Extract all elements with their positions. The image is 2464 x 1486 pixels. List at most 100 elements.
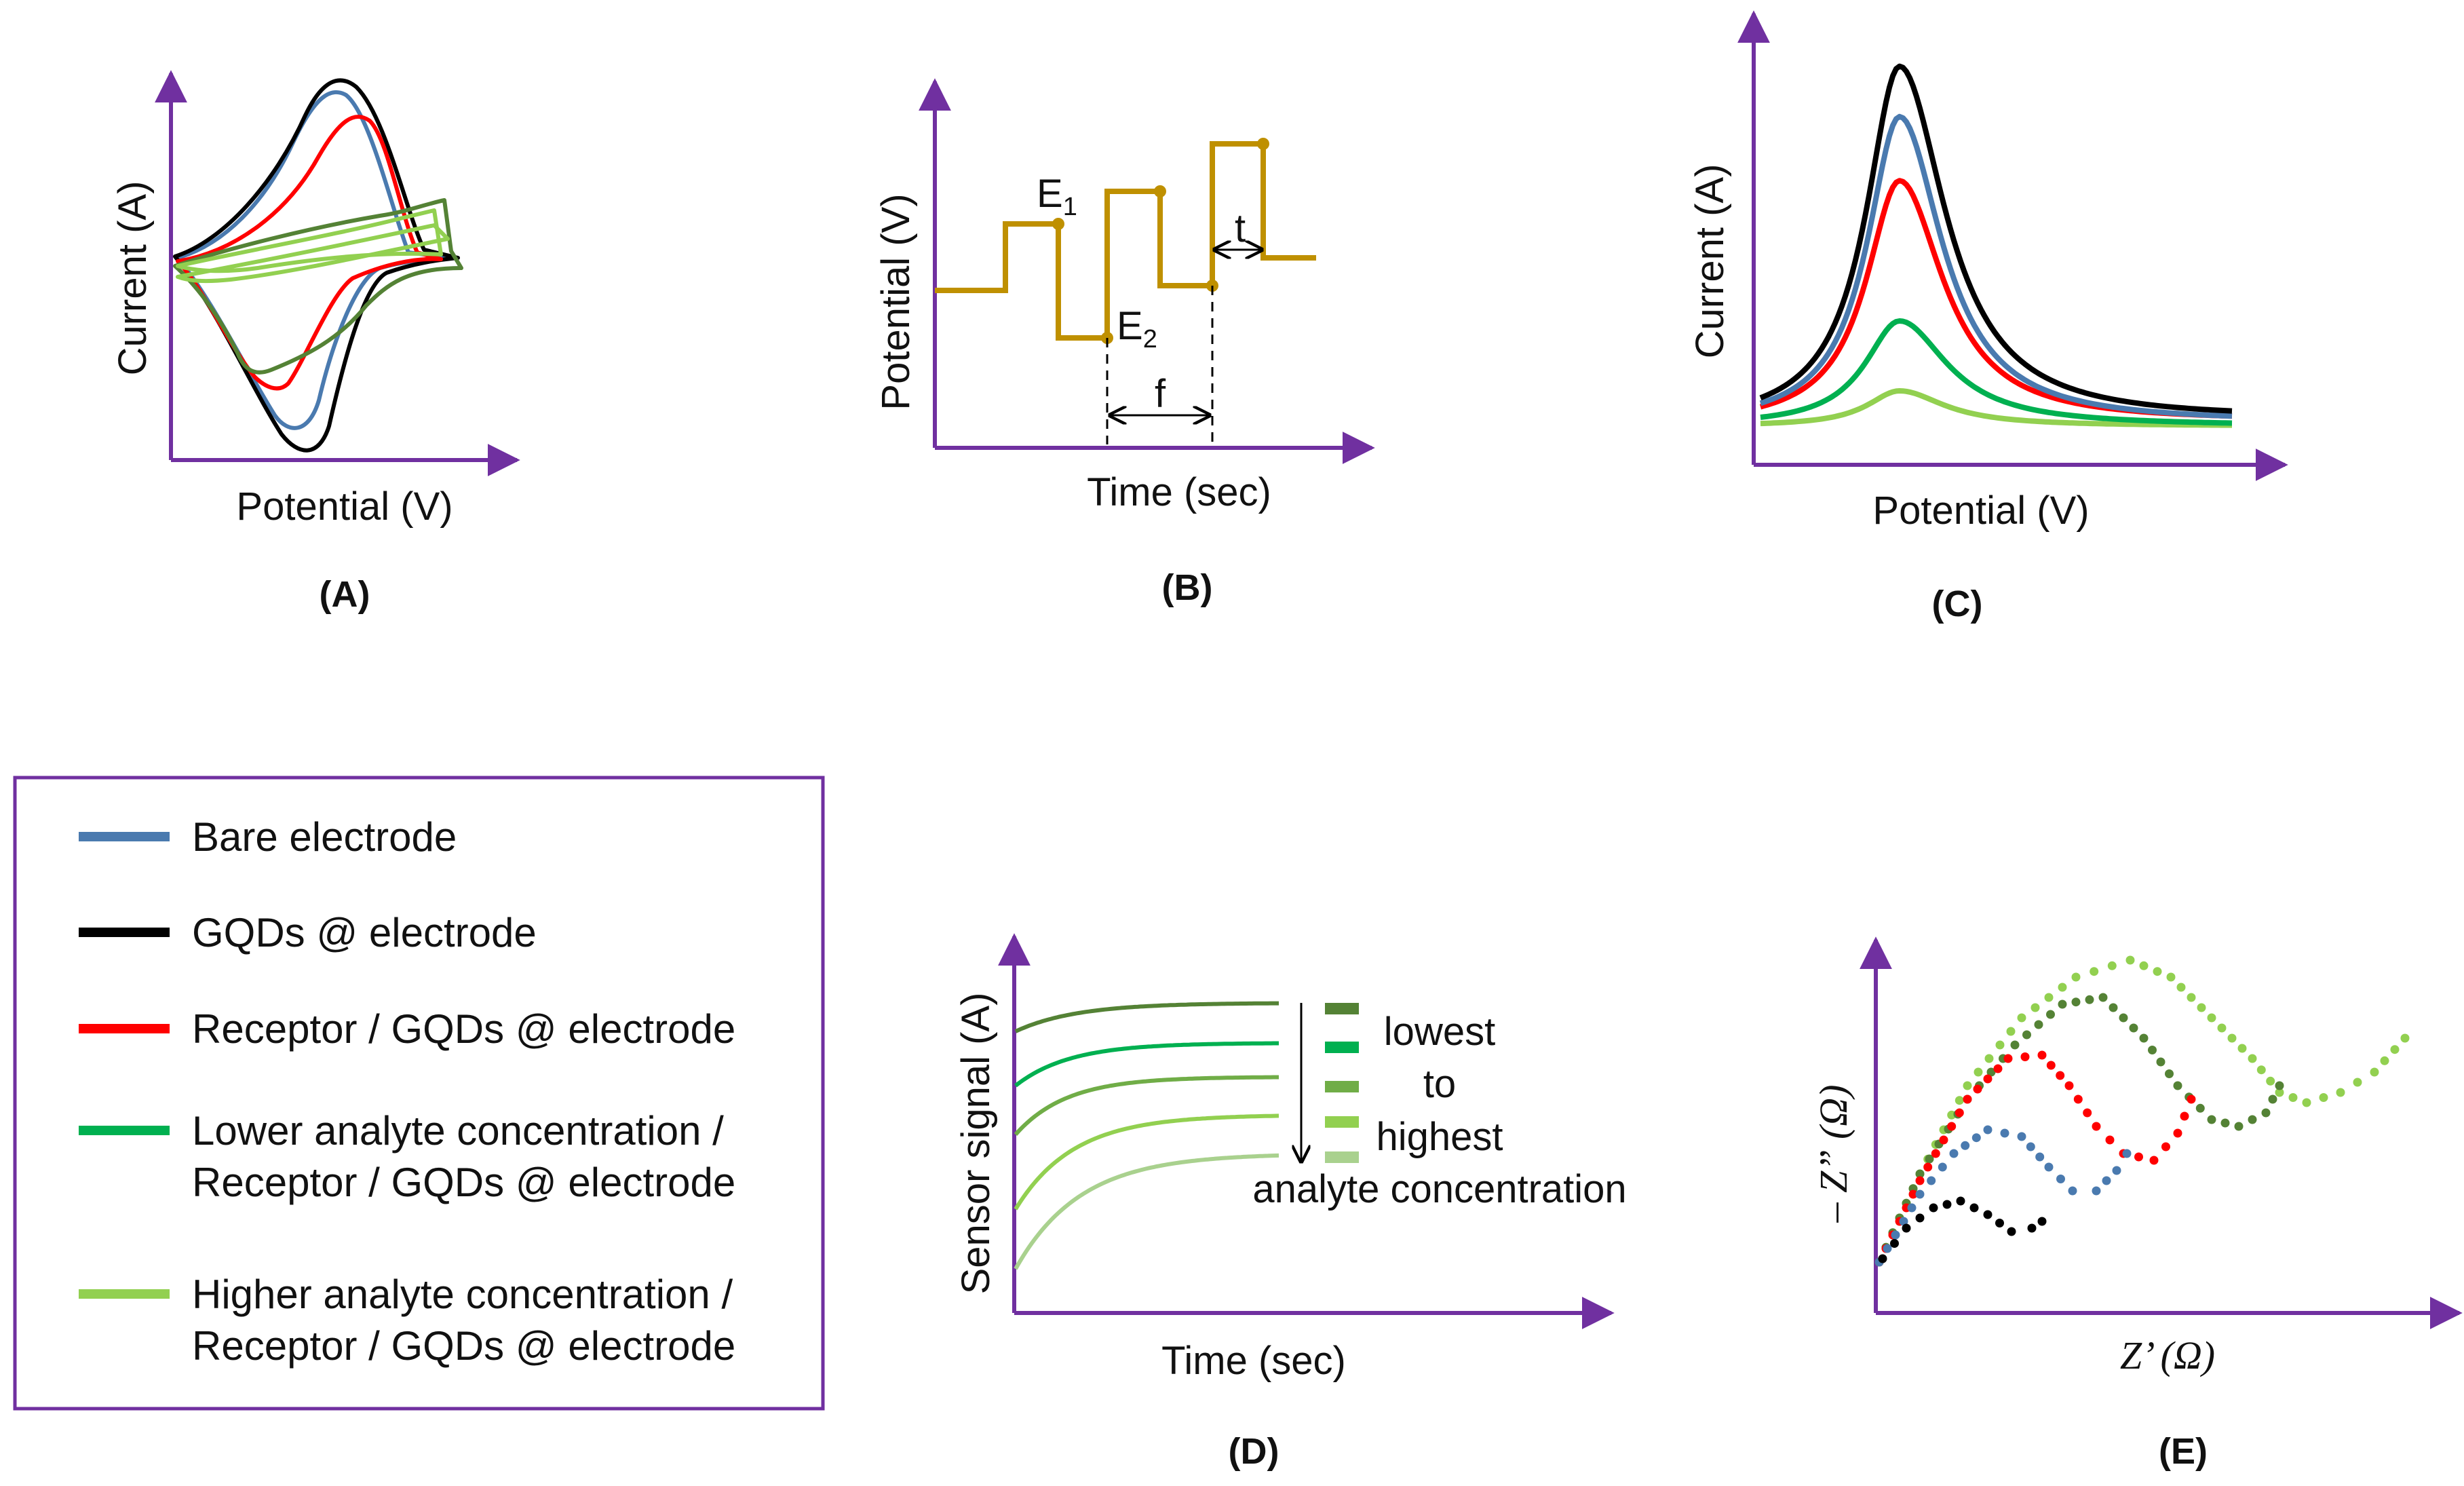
legend-frame [13,776,825,1411]
panel-d-xlabel: Time (sec) [1161,1339,1346,1383]
panel-b-f: f [1155,372,1166,416]
nyquist-point [2266,1076,2275,1086]
nyquist-point [2058,999,2067,1009]
nyquist-point [2275,1081,2284,1090]
nyquist-point [2187,993,2196,1002]
nyquist-point [2156,1057,2165,1067]
panel-e-xlabel: Z’ (Ω) [2120,1333,2215,1377]
nyquist-point [2153,967,2162,976]
nyquist-point [1949,1149,1959,1158]
nyquist-point [2134,1152,2143,1162]
panel-d-annotation-2: to [1423,1062,1456,1106]
nyquist-point [1983,1210,1993,1219]
nyquist-point [2007,1227,2016,1236]
nyquist-point [2046,1010,2055,1019]
panel-c-label: (C) [1932,584,1983,624]
nyquist-point [2092,1186,2101,1196]
panel-b-xlabel: Time (sec) [1087,470,1271,514]
panel-a-label: (A) [320,574,370,615]
chrono-curve-1 [1014,1001,1279,1033]
nyquist-point [2109,1003,2118,1012]
nyquist-point [2122,1149,2132,1158]
nyquist-point [2073,1094,2083,1104]
nyquist-point [2268,1094,2277,1104]
nyquist-point [1915,1176,1925,1185]
dpv-lower [1760,318,2233,426]
panel-d-annotation-1: lowest [1384,1010,1495,1054]
nyquist-point [2166,972,2176,982]
nyquist-point [2180,1111,2189,1121]
legend-label: Lower analyte concentration / Receptor / … [192,1108,735,1205]
nyquist-point [2035,1152,2045,1162]
nyquist-point [2046,1061,2056,1070]
panel-b: E1 E2 f t Potential (V) Time (sec) (B) [874,78,1375,608]
nyquist-point [2400,1033,2410,1043]
nyquist-point [1915,1189,1925,1199]
nyquist-point [2234,1122,2244,1131]
nyquist-point [2302,1098,2311,1107]
nyquist-point [2173,1081,2182,1090]
nyquist-point [2020,1052,2030,1061]
nyquist-point [1963,1094,1972,1104]
legend-label: Higher analyte concentration / Receptor /… [192,1272,735,1369]
nyquist-point [2010,1040,2020,1050]
nyquist-point [2275,1088,2284,1097]
panel-c-curves [1759,63,2233,428]
nyquist-point [1995,1040,2005,1050]
nyquist-point [2380,1056,2389,1065]
nyquist-point [1878,1254,1887,1263]
legend-label: Receptor / GQDs @ electrode [192,1006,735,1052]
nyquist-point [2037,1217,2047,1226]
nyquist-point [1973,1084,1982,1094]
panel-b-t: t [1235,206,1246,250]
nyquist-point [2085,995,2094,1004]
nyquist-point [1974,1067,1983,1077]
nyquist-point [2107,961,2117,970]
chrono-curve-2 [1014,1041,1279,1088]
dpv-higher [1760,388,2232,428]
cv-higher-2 [176,223,450,284]
panel-b-waveform [935,141,1316,341]
nyquist-point [2207,1013,2216,1023]
nyquist-point [1983,1125,1993,1135]
legend-label: GQDs @ electrode [192,910,537,955]
panel-a-ylabel: Current (A) [111,181,155,376]
panel-b-dot-5 [1257,138,1269,150]
nyquist-point [2207,1115,2216,1124]
nyquist-point [1969,1203,1979,1213]
nyquist-point [2044,1162,2054,1172]
nyquist-point [1955,1108,1964,1118]
nyquist-point [2064,1081,2074,1090]
nyquist-point [1902,1223,1911,1233]
panel-a-curves [173,78,463,453]
nyquist-point [2119,1013,2128,1023]
nyquist-point [1956,1196,1965,1206]
nyquist-point [1883,1244,1892,1253]
dpv-receptor [1759,178,2233,419]
panel-e-ylabel: – Z” (Ω) [1811,1084,1855,1223]
nyquist-point [2161,1142,2170,1151]
nyquist-gqds [1878,1196,2047,1263]
nyquist-point [2017,1132,2026,1141]
nyquist-point [2197,1003,2206,1012]
nyquist-point [2336,1088,2345,1097]
panel-d-annotation-3: highest [1376,1115,1503,1159]
nyquist-point [1983,1074,1993,1084]
panel-e-data [1874,955,2410,1267]
nyquist-point [1915,1169,1925,1179]
panel-b-label: (B) [1162,567,1213,608]
nyquist-point [2071,997,2081,1007]
nyquist-point [2017,1013,2026,1023]
chrono-curve-3 [1014,1075,1279,1137]
nyquist-point [2056,1175,2065,1183]
nyquist-point [2125,955,2135,965]
nyquist-point [1915,1213,1925,1223]
nyquist-point [2248,1054,2257,1063]
cv-higher-1 [176,208,443,273]
nyquist-point [1984,1054,1994,1063]
cv-receptor [176,115,443,391]
nyquist-point [2068,1186,2077,1196]
nyquist-point [2129,1023,2138,1033]
nyquist-point [1891,1230,1900,1240]
